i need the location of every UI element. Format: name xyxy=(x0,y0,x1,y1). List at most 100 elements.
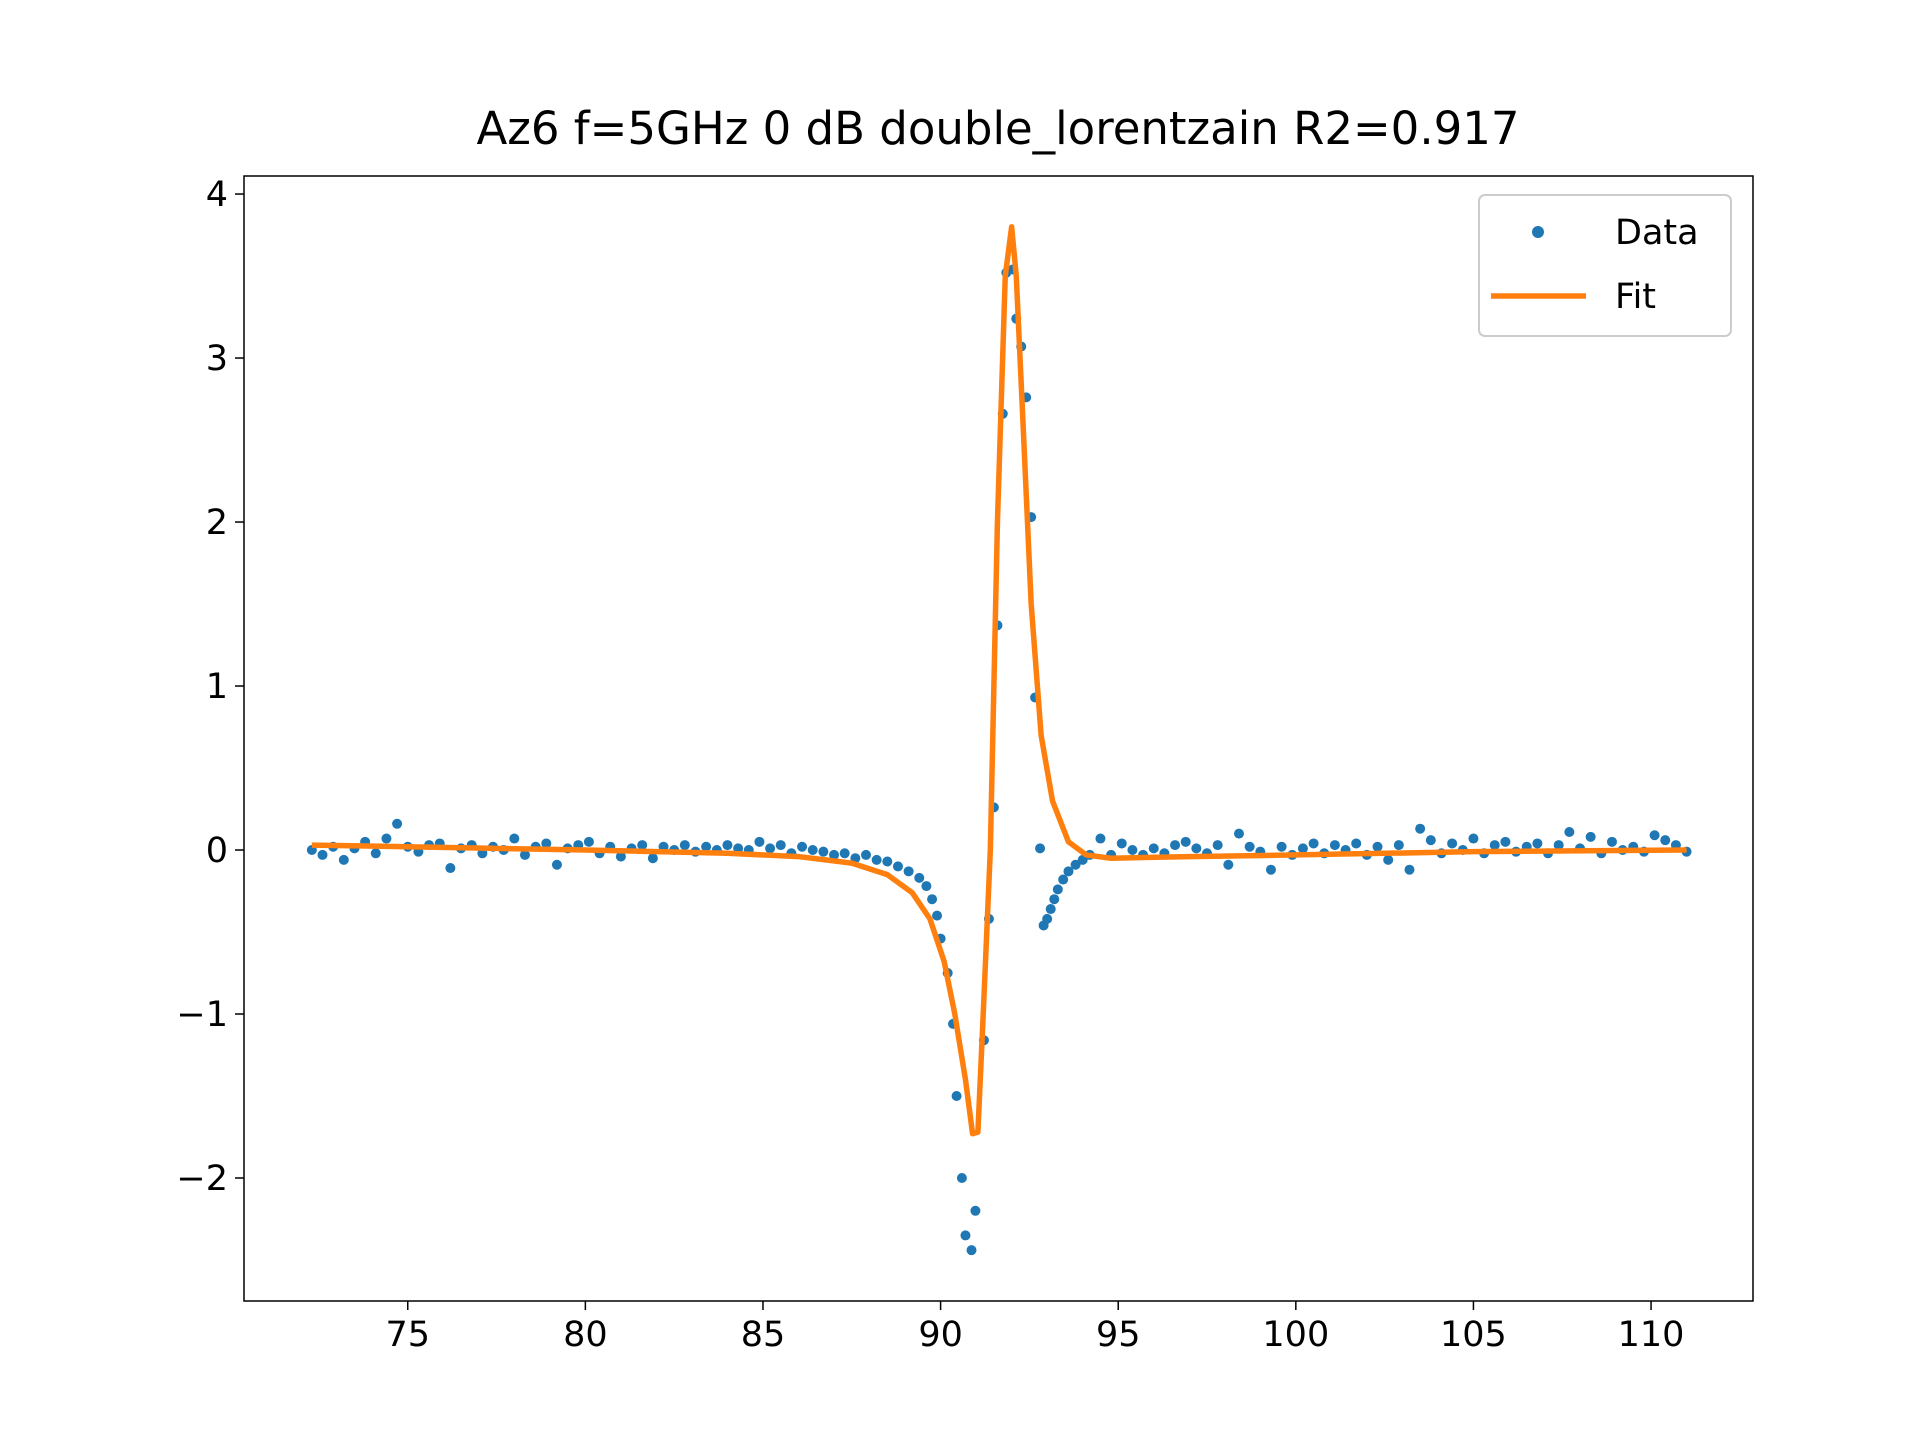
data-point xyxy=(1383,854,1394,865)
y-tick-label: 2 xyxy=(206,503,228,543)
data-point xyxy=(1063,866,1074,877)
x-tick-label: 75 xyxy=(385,1315,430,1355)
data-point xyxy=(541,838,552,849)
data-point xyxy=(1058,874,1069,885)
data-point xyxy=(733,843,744,854)
data-point xyxy=(818,846,829,857)
data-point xyxy=(966,1245,977,1256)
data-point xyxy=(519,849,530,860)
data-point xyxy=(1127,845,1138,856)
data-point xyxy=(445,863,456,874)
data-point xyxy=(392,818,403,829)
y-tick-label: 4 xyxy=(206,175,228,215)
data-point xyxy=(927,894,938,905)
data-point xyxy=(970,1205,981,1216)
data-point xyxy=(1042,913,1053,924)
data-point xyxy=(370,848,381,859)
x-tick-label: 95 xyxy=(1096,1315,1141,1355)
data-point xyxy=(1212,840,1223,851)
data-point xyxy=(1265,864,1276,875)
legend-label: Fit xyxy=(1615,277,1656,317)
data-point xyxy=(871,854,882,865)
data-point xyxy=(1329,840,1340,851)
data-point xyxy=(829,849,840,860)
data-point xyxy=(1393,840,1404,851)
data-point xyxy=(509,833,520,844)
fit-line xyxy=(311,224,1687,1137)
data-point xyxy=(1606,836,1617,847)
data-point xyxy=(583,836,594,847)
x-tick-label: 90 xyxy=(918,1315,963,1355)
data-point xyxy=(1489,840,1500,851)
data-point xyxy=(637,840,648,851)
data-point xyxy=(754,836,765,847)
data-point xyxy=(1116,838,1127,849)
y-tick-label: −1 xyxy=(176,995,228,1035)
data-point xyxy=(1180,836,1191,847)
data-point xyxy=(1553,840,1564,851)
data-point xyxy=(551,859,562,870)
x-tick-label: 85 xyxy=(741,1315,786,1355)
data-point xyxy=(1308,838,1319,849)
plot-area xyxy=(306,224,1692,1256)
data-point xyxy=(775,840,786,851)
data-point xyxy=(1276,841,1287,852)
data-point xyxy=(1404,864,1415,875)
data-point xyxy=(921,881,932,892)
data-point xyxy=(1649,830,1660,841)
data-point xyxy=(956,1173,967,1184)
data-point xyxy=(679,840,690,851)
data-point xyxy=(722,840,733,851)
data-point xyxy=(1244,841,1255,852)
data-point xyxy=(1297,843,1308,854)
y-tick-label: 0 xyxy=(206,831,228,871)
data-point xyxy=(797,841,808,852)
data-point xyxy=(765,843,776,854)
data-point xyxy=(1049,894,1060,905)
data-point xyxy=(861,849,872,860)
data-point xyxy=(1223,859,1234,870)
data-point xyxy=(647,853,658,864)
data-point xyxy=(882,856,893,867)
data-point xyxy=(932,910,943,921)
data-point xyxy=(1095,833,1106,844)
data-point xyxy=(1070,859,1081,870)
data-point xyxy=(1045,904,1056,915)
data-point xyxy=(960,1230,971,1241)
axes-frame xyxy=(243,175,1754,1302)
data-point xyxy=(1052,884,1063,895)
data-point xyxy=(807,845,818,856)
data-point xyxy=(317,849,328,860)
data-point xyxy=(892,861,903,872)
y-tick-label: 1 xyxy=(206,667,228,707)
legend-label: Data xyxy=(1615,213,1699,253)
data-point xyxy=(1351,838,1362,849)
data-point xyxy=(839,848,850,859)
data-point xyxy=(951,1091,962,1102)
data-point xyxy=(914,872,925,883)
x-tick-label: 105 xyxy=(1440,1315,1507,1355)
data-point xyxy=(1564,826,1575,837)
data-point xyxy=(1191,843,1202,854)
data-point xyxy=(1415,823,1426,834)
data-point xyxy=(1425,835,1436,846)
data-point xyxy=(1532,838,1543,849)
data-point xyxy=(903,866,914,877)
x-tick-label: 110 xyxy=(1618,1315,1685,1355)
data-point xyxy=(701,841,712,852)
data-point xyxy=(338,854,349,865)
data-point xyxy=(1170,840,1181,851)
x-tick-label: 80 xyxy=(563,1315,608,1355)
data-point xyxy=(1500,836,1511,847)
data-point xyxy=(615,851,626,862)
data-point xyxy=(1447,838,1458,849)
chart-title: Az6 f=5GHz 0 dB double_lorentzain R2=0.9… xyxy=(476,102,1519,155)
y-tick-label: 3 xyxy=(206,339,228,379)
x-tick-label: 100 xyxy=(1262,1315,1329,1355)
legend-marker xyxy=(1532,226,1544,238)
data-point xyxy=(1468,833,1479,844)
data-point xyxy=(1372,841,1383,852)
data-point xyxy=(381,833,392,844)
